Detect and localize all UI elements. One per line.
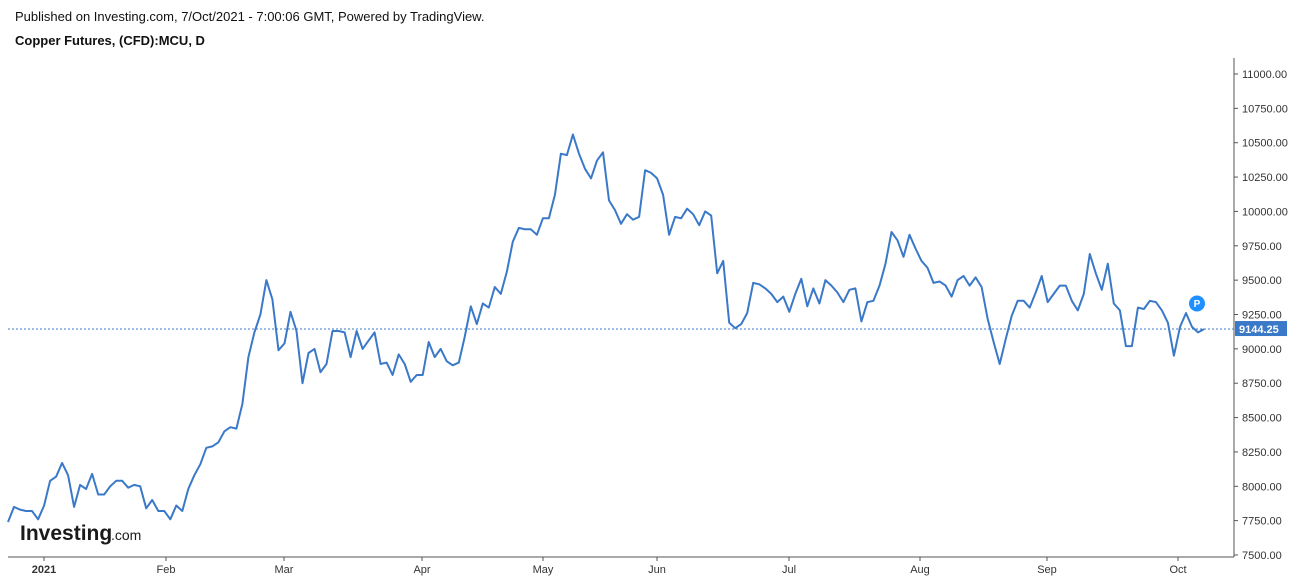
y-tick-label: 11000.00 [1242,69,1287,81]
y-axis: 11000.00 10750.00 10500.00 10250.00 10000.00… [1234,69,1288,562]
x-tick-label: Apr [413,564,430,576]
pattern-marker-label: P [1194,299,1201,310]
investing-logo: Investing .com [20,522,141,545]
y-tick-label: 9750.00 [1242,241,1282,253]
x-tick-label: Aug [910,564,930,576]
y-tick-label: 10000.00 [1242,206,1288,218]
last-price-tag-text: 9144.25 [1239,324,1279,336]
y-tick-label: 9250.00 [1242,310,1282,322]
y-tick-label: 9500.00 [1242,275,1282,287]
y-tick-label: 7750.00 [1242,516,1282,528]
logo-brand: Investing [20,522,112,545]
y-tick-label: 8000.00 [1242,481,1282,493]
pattern-marker-icon[interactable]: P [1189,295,1205,312]
y-tick-label: 10750.00 [1242,103,1288,115]
y-tick-label: 7500.00 [1242,550,1282,562]
published-notice: Published on Investing.com, 7/Oct/2021 -… [15,9,485,24]
last-price-tag-bg [1235,321,1287,337]
y-tick-label: 8750.00 [1242,378,1282,390]
x-tick-label: Sep [1037,564,1057,576]
x-axis: 2021 Feb Mar Apr May Jun Jul Aug Sep Oct [32,557,1187,576]
price-line [7,133,1205,523]
x-tick-label: Oct [1169,564,1186,576]
x-tick-label: 2021 [32,564,56,576]
x-tick-label: May [533,564,554,576]
chart-title: Copper Futures, (CFD):MCU, D [15,33,205,48]
x-tick-label: Feb [157,564,176,576]
x-tick-label: Jun [648,564,666,576]
y-tick-label: 9000.00 [1242,344,1282,356]
last-price-tag: 9144.25 [1235,321,1287,337]
y-tick-label: 8250.00 [1242,447,1282,459]
x-tick-label: Mar [275,564,294,576]
y-tick-label: 8500.00 [1242,413,1282,425]
pattern-marker-circle [1189,295,1205,312]
x-tick-label: Jul [782,564,796,576]
logo-suffix: .com [111,527,141,543]
grid-layer [8,58,1235,558]
y-tick-label: 10250.00 [1242,172,1288,184]
y-tick-label: 10500.00 [1242,138,1288,150]
